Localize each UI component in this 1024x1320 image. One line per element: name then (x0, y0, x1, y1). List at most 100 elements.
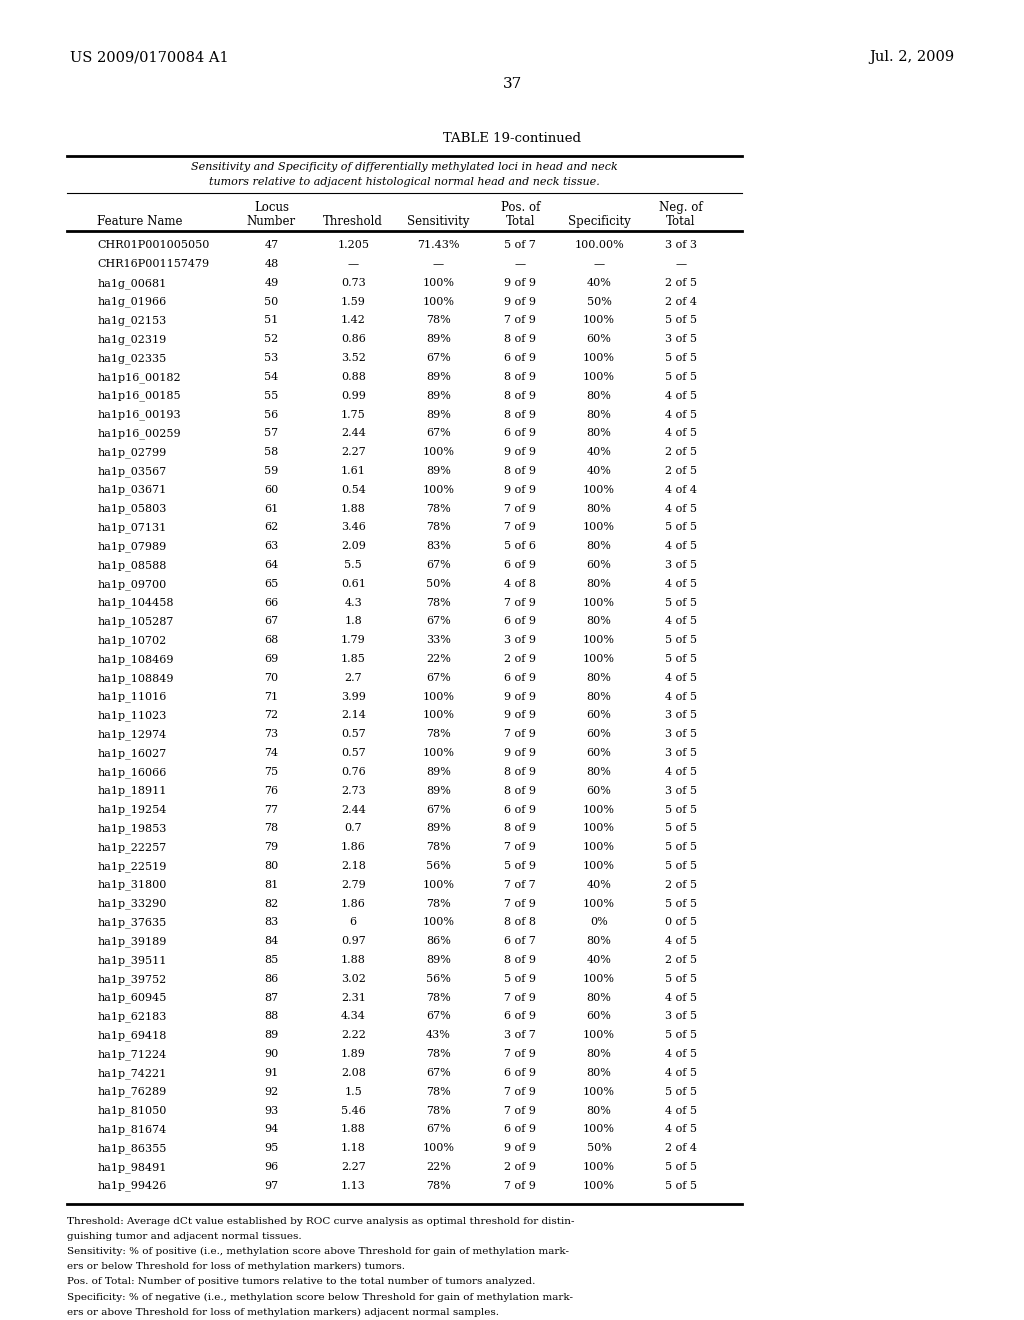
Text: 9 of 9: 9 of 9 (504, 447, 537, 457)
Text: 0.86: 0.86 (341, 334, 366, 345)
Text: 7 of 9: 7 of 9 (504, 315, 537, 326)
Text: 1.61: 1.61 (341, 466, 366, 477)
Text: 5 of 5: 5 of 5 (665, 1162, 697, 1172)
Text: 68: 68 (264, 635, 279, 645)
Text: 7 of 7: 7 of 7 (504, 880, 537, 890)
Text: 2.44: 2.44 (341, 805, 366, 814)
Text: ha1p_11023: ha1p_11023 (97, 710, 167, 721)
Text: 2 of 5: 2 of 5 (665, 956, 697, 965)
Text: 1.88: 1.88 (341, 504, 366, 513)
Text: 4 of 5: 4 of 5 (665, 692, 697, 702)
Text: 8 of 9: 8 of 9 (504, 409, 537, 420)
Text: 100%: 100% (583, 523, 615, 532)
Text: 3 of 7: 3 of 7 (504, 1031, 537, 1040)
Text: 89%: 89% (426, 767, 451, 777)
Text: 85: 85 (264, 956, 279, 965)
Text: ha1p_76289: ha1p_76289 (97, 1086, 167, 1097)
Text: 100%: 100% (583, 842, 615, 853)
Text: 1.18: 1.18 (341, 1143, 366, 1154)
Text: 100%: 100% (422, 484, 455, 495)
Text: 0 of 5: 0 of 5 (665, 917, 697, 928)
Text: 0.73: 0.73 (341, 279, 366, 288)
Text: ha1p_99426: ha1p_99426 (97, 1181, 167, 1192)
Text: 100%: 100% (583, 315, 615, 326)
Text: 22%: 22% (426, 1162, 451, 1172)
Text: 100%: 100% (422, 692, 455, 702)
Text: ha1p_37635: ha1p_37635 (97, 917, 167, 928)
Text: 7 of 9: 7 of 9 (504, 504, 537, 513)
Text: 50%: 50% (426, 579, 451, 589)
Text: 83%: 83% (426, 541, 451, 552)
Text: 1.85: 1.85 (341, 655, 366, 664)
Text: ha1p_108849: ha1p_108849 (97, 673, 174, 684)
Text: 7 of 9: 7 of 9 (504, 598, 537, 607)
Text: 6 of 9: 6 of 9 (504, 1068, 537, 1078)
Text: 4 of 5: 4 of 5 (665, 1049, 697, 1059)
Text: 60%: 60% (587, 729, 611, 739)
Text: ha1g_01966: ha1g_01966 (97, 297, 167, 308)
Text: 49: 49 (264, 279, 279, 288)
Text: 3 of 5: 3 of 5 (665, 334, 697, 345)
Text: 5 of 5: 5 of 5 (665, 1031, 697, 1040)
Text: ha1p_08588: ha1p_08588 (97, 560, 167, 570)
Text: 77: 77 (264, 805, 279, 814)
Text: 89%: 89% (426, 466, 451, 477)
Text: ha1p_18911: ha1p_18911 (97, 785, 167, 796)
Text: guishing tumor and adjacent normal tissues.: guishing tumor and adjacent normal tissu… (67, 1232, 301, 1241)
Text: 91: 91 (264, 1068, 279, 1078)
Text: 4 of 5: 4 of 5 (665, 767, 697, 777)
Text: 67%: 67% (426, 1068, 451, 1078)
Text: 56%: 56% (426, 861, 451, 871)
Text: 89%: 89% (426, 824, 451, 833)
Text: 78%: 78% (426, 1086, 451, 1097)
Text: 3.52: 3.52 (341, 354, 366, 363)
Text: ha1p_69418: ha1p_69418 (97, 1031, 167, 1041)
Text: ha1g_02335: ha1g_02335 (97, 354, 167, 364)
Text: Jul. 2, 2009: Jul. 2, 2009 (869, 50, 954, 65)
Text: 80%: 80% (587, 1049, 611, 1059)
Text: 3 of 5: 3 of 5 (665, 1011, 697, 1022)
Text: 3 of 5: 3 of 5 (665, 785, 697, 796)
Text: 56%: 56% (426, 974, 451, 983)
Text: 78%: 78% (426, 1181, 451, 1191)
Text: 60%: 60% (587, 334, 611, 345)
Text: Pos. of Total: Number of positive tumors relative to the total number of tumors : Pos. of Total: Number of positive tumors… (67, 1278, 535, 1287)
Text: ha1p_10702: ha1p_10702 (97, 635, 167, 645)
Text: 64: 64 (264, 560, 279, 570)
Text: 4 of 5: 4 of 5 (665, 616, 697, 627)
Text: tumors relative to adjacent histological normal head and neck tissue.: tumors relative to adjacent histological… (209, 177, 600, 187)
Text: ha1p_03567: ha1p_03567 (97, 466, 167, 477)
Text: 4 of 4: 4 of 4 (665, 484, 697, 495)
Text: 2.73: 2.73 (341, 785, 366, 796)
Text: 5 of 9: 5 of 9 (504, 974, 537, 983)
Text: 7 of 9: 7 of 9 (504, 1049, 537, 1059)
Text: 67%: 67% (426, 673, 451, 682)
Text: 67%: 67% (426, 354, 451, 363)
Text: 5 of 5: 5 of 5 (665, 523, 697, 532)
Text: ha1p_16027: ha1p_16027 (97, 748, 167, 759)
Text: 62: 62 (264, 523, 279, 532)
Text: 9 of 9: 9 of 9 (504, 279, 537, 288)
Text: 80%: 80% (587, 541, 611, 552)
Text: 4 of 5: 4 of 5 (665, 541, 697, 552)
Text: ha1p_60945: ha1p_60945 (97, 993, 167, 1003)
Text: 80%: 80% (587, 504, 611, 513)
Text: Sensitivity: % of positive (i.e., methylation score above Threshold for gain of : Sensitivity: % of positive (i.e., methyl… (67, 1247, 568, 1257)
Text: 80%: 80% (587, 409, 611, 420)
Text: 3.02: 3.02 (341, 974, 366, 983)
Text: Sensitivity: Sensitivity (408, 215, 469, 228)
Text: 100%: 100% (583, 1125, 615, 1134)
Text: 43%: 43% (426, 1031, 451, 1040)
Text: 80%: 80% (587, 428, 611, 438)
Text: 80%: 80% (587, 616, 611, 627)
Text: 4 of 5: 4 of 5 (665, 673, 697, 682)
Text: 7 of 9: 7 of 9 (504, 729, 537, 739)
Text: 1.59: 1.59 (341, 297, 366, 306)
Text: 80%: 80% (587, 993, 611, 1003)
Text: 50%: 50% (587, 1143, 611, 1154)
Text: Specificity: Specificity (567, 215, 631, 228)
Text: 60%: 60% (587, 748, 611, 758)
Text: 0.57: 0.57 (341, 729, 366, 739)
Text: 1.79: 1.79 (341, 635, 366, 645)
Text: 3 of 5: 3 of 5 (665, 560, 697, 570)
